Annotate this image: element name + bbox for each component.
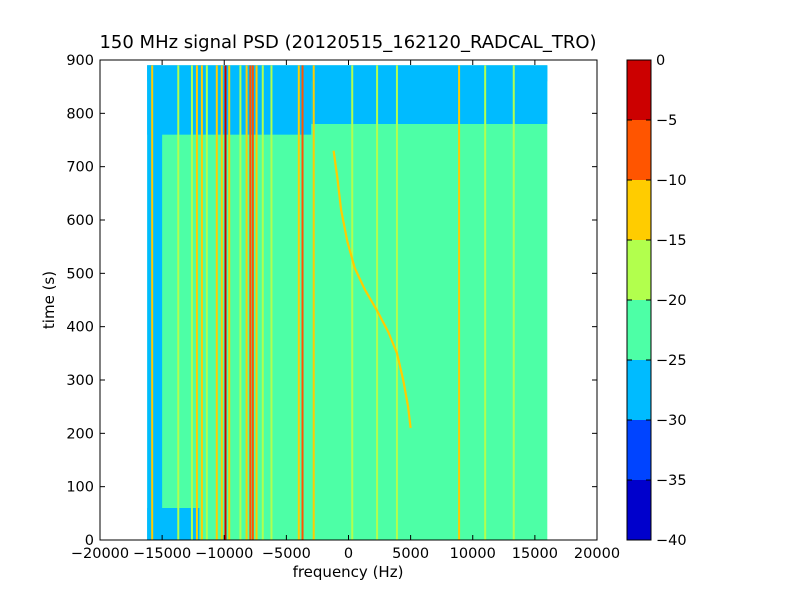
y-tick-label: 400 [66, 320, 94, 336]
y-tick-label: 0 [85, 533, 94, 549]
y-axis-label: time (s) [40, 271, 58, 329]
x-tick-label: −15000 [133, 546, 191, 562]
colorbar-tick-label: 0 [656, 53, 665, 69]
psd-region-4 [147, 65, 163, 540]
psd-region-0 [147, 65, 548, 540]
colorbar-tick-label: −40 [656, 533, 687, 549]
y-tick-label: 600 [66, 213, 94, 229]
colorbar-level-3 [627, 300, 651, 360]
colorbar-level-2 [627, 360, 651, 420]
colorbar-tick-label: −5 [656, 113, 677, 129]
chart-title: 150 MHz signal PSD (20120515_162120_RADC… [99, 32, 596, 53]
heatmap-layer [147, 65, 548, 540]
colorbar-level-5 [627, 180, 651, 240]
y-tick-label: 200 [66, 426, 94, 442]
x-axis-label: frequency (Hz) [293, 563, 404, 581]
colorbar-tick-label: −30 [656, 413, 687, 429]
y-axis: 0 100 200 300 400 500 600 700 800 900 [66, 53, 597, 549]
y-tick-label: 800 [66, 106, 94, 122]
drifting-signal-track [332, 150, 412, 429]
colorbar: 0 −5 −10 −15 −20 −25 −30 −35 −40 [626, 53, 687, 549]
colorbar-level-6 [627, 120, 651, 180]
colorbar-level-0 [627, 480, 651, 540]
colorbar-level-4 [627, 240, 651, 300]
y-tick-label: 900 [66, 53, 94, 69]
colorbar-level-1 [627, 420, 651, 480]
x-tick-label: 5000 [392, 546, 429, 562]
plot-area [99, 59, 598, 541]
x-tick-label: 20000 [574, 546, 620, 562]
x-axis: −20000 −15000 −10000 −5000 0 5000 10000 15000 20… [71, 60, 620, 562]
colorbar-tick-label: −20 [656, 293, 687, 309]
x-tick-label: 10000 [450, 546, 496, 562]
colorbar-tick-label: −25 [656, 353, 687, 369]
colorbar-tick-label: −10 [656, 173, 687, 189]
y-tick-label: 500 [66, 266, 94, 282]
y-tick-label: 700 [66, 160, 94, 176]
x-tick-label: −20000 [71, 546, 129, 562]
y-tick-label: 100 [66, 480, 94, 496]
x-tick-label: 15000 [512, 546, 558, 562]
x-tick-label: −10000 [195, 546, 253, 562]
y-tick-label: 300 [66, 373, 94, 389]
x-tick-label: 0 [344, 546, 353, 562]
colorbar-tick-label: −35 [656, 473, 687, 489]
x-tick-label: −5000 [262, 546, 311, 562]
colorbar-level-7 [627, 60, 651, 120]
colorbar-tick-label: −15 [656, 233, 687, 249]
